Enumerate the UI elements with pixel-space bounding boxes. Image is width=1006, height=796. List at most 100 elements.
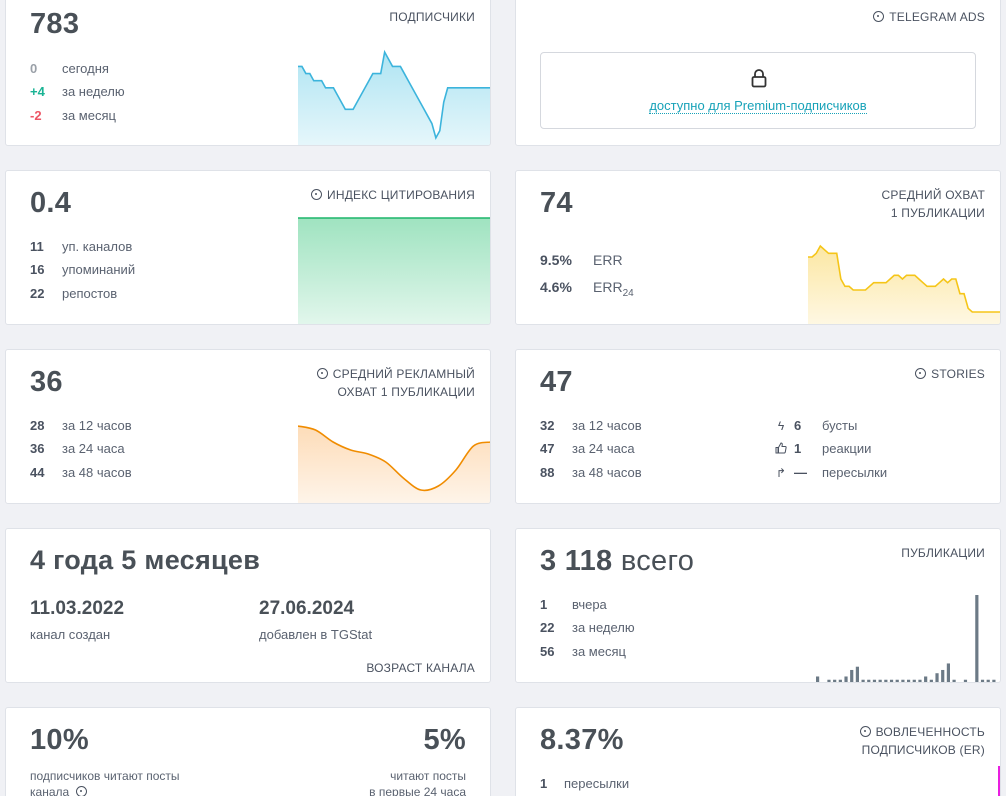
read-share-card: 10% подписчиков читают посты канала 5% ч… [5,707,491,796]
engagement-card[interactable]: 8.37% ВОВЛЕЧЕННОСТЬ ПОДПИСЧИКОВ (ER) 1 пе… [515,707,1001,796]
publications-bar [907,679,911,682]
telegram-ads-card: TELEGRAM ADS доступно для Premium-подпис… [515,0,1001,146]
stat-text: репостов [62,286,118,301]
publications-bar [970,682,973,683]
stories-label: STORIES [915,365,985,383]
stat-row-24h: 47 за 24 часа [540,440,635,458]
publications-bar [986,679,990,682]
stat-text: уп. каналов [62,239,133,254]
forward-arrow-icon: ↱ [775,466,787,480]
publications-chart[interactable] [816,589,998,683]
stat-text: за месяц [572,644,626,659]
stories-value: 47 [540,366,573,398]
help-icon[interactable] [915,368,927,379]
premium-box: доступно для Premium-подписчиков [540,52,976,129]
publications-bar [884,679,888,682]
help-icon[interactable] [311,189,323,200]
stat-num: 11 [30,239,44,254]
err-row: 9.5% ERR [540,251,623,269]
help-icon[interactable] [316,368,328,379]
stat-text: за неделю [572,620,635,635]
publications-bar [895,679,899,682]
help-icon[interactable] [873,11,885,22]
help-icon[interactable] [859,726,871,737]
avg-reach-label-line2: 1 ПУБЛИКАЦИИ [890,206,985,220]
stat-num: +4 [30,84,45,99]
err-value: 9.5% [540,252,572,268]
stat-text: за 48 часов [62,465,132,480]
publications-bar [924,676,928,682]
channel-age-value: 4 года 5 месяцев [30,545,261,575]
created-date: 11.03.2022 [30,598,125,619]
publications-bar [952,679,956,682]
stat-row-12h: 28 за 12 часов [30,417,132,435]
publications-bar [901,679,905,682]
avg_reach-series-line [808,244,1000,313]
publications-bar [946,663,950,682]
ad-reach-label-line1: СРЕДНИЙ РЕКЛАМНЫЙ [332,367,475,381]
publications-card[interactable]: 3 118 всего ПУБЛИКАЦИИ 1 вчера 22 за недел… [515,528,1001,683]
citation-chart[interactable] [298,217,491,325]
stat-text: за 12 часов [62,418,132,433]
publications-bar [827,679,831,682]
subscribers-chart[interactable] [298,43,491,146]
subscribers-card[interactable]: 783 ПОДПИСЧИКИ 0 сегодня +4 за неделю -2 за… [5,0,491,146]
thumbs-up-icon [774,440,788,458]
err24-row: 4.6% ERR24 [540,278,634,299]
stat-num: 22 [30,286,45,301]
stat-text: упоминаний [62,262,136,277]
err-label: ERR [593,252,623,268]
ad-reach-label-line2: ОХВАТ 1 ПУБЛИКАЦИИ [337,385,475,399]
publications-bar [816,676,820,682]
stat-row-month: -2 за месяц [30,107,116,125]
premium-link-text[interactable]: доступно для Premium-подписчиков [649,98,867,114]
help-icon[interactable] [75,786,87,796]
stat-row-reposts: 22 репостов [30,285,117,303]
publications-bar [912,679,916,682]
stat-row-week: +4 за неделю [30,83,125,101]
avg-reach-card[interactable]: 74 СРЕДНИЙ ОХВАТ 1 ПУБЛИКАЦИИ 9.5% ERR 4.… [515,170,1001,325]
read-share-left-label-2: канала [30,785,70,796]
citation-label: ИНДЕКС ЦИТИРОВАНИЯ [311,186,475,204]
publications-label: ПУБЛИКАЦИИ [901,546,985,560]
stat-text: сегодня [62,61,109,76]
citation-label-text: ИНДЕКС ЦИТИРОВАНИЯ [327,188,475,202]
citation-area-fill [298,218,490,324]
avg-reach-label-line1: СРЕДНИЙ ОХВАТ [881,188,985,202]
engagement-label-line1: ВОВЛЕЧЕННОСТЬ [875,725,985,739]
stat-row-yesterday: 1 вчера [540,596,607,614]
premium-link[interactable]: доступно для Premium-подписчиков [541,98,975,114]
read-share-left-label-1: подписчиков читают посты [30,769,180,783]
stat-text: за 24 часа [572,441,635,456]
subscribers-area-fill [298,52,490,145]
subscribers-label: ПОДПИСЧИКИ [389,10,475,24]
stat-num: 32 [540,418,555,433]
subscribers-total: 783 [30,8,80,40]
publications-bar [975,595,979,682]
stories-card[interactable]: 47 STORIES 32 за 12 часов 47 за 24 часа 88… [515,349,1001,504]
added-date: 27.06.2024 [259,598,355,619]
stat-num: 28 [30,418,45,433]
added-label: добавлен в TGStat [259,627,373,642]
citation-card[interactable]: 0.4 ИНДЕКС ЦИТИРОВАНИЯ 11 уп. каналов 16 у… [5,170,491,325]
stat-row-48h: 88 за 48 часов [540,464,642,482]
ad-reach-chart[interactable] [298,416,491,504]
ad-reach-card[interactable]: 36 СРЕДНИЙ РЕКЛАМНЫЙ ОХВАТ 1 ПУБЛИКАЦИИ … [5,349,491,504]
stat-text: реакции [822,441,872,456]
err24-value: 4.6% [540,279,572,295]
publications-bar [958,682,961,683]
channel-age-card: 4 года 5 месяцев 11.03.2022 канал создан… [5,528,491,683]
ad_reach-series-line [298,425,490,492]
telegram-ads-label-text: TELEGRAM ADS [889,10,985,24]
ad-reach-label: СРЕДНИЙ РЕКЛАМНЫЙ ОХВАТ 1 ПУБЛИКАЦИИ [316,365,475,401]
stat-num: -2 [30,108,42,123]
publications-bar [980,679,985,682]
engagement-chart-edge [998,766,1000,796]
ad-reach-value: 36 [30,366,63,398]
avg-reach-chart[interactable] [808,233,1001,325]
publications-bar [992,679,996,682]
read-share-right-label: читают посты в первые 24 часа [369,768,466,796]
engagement-label-line2: ПОДПИСЧИКОВ (ER) [861,743,985,757]
stat-text: за 12 часов [572,418,642,433]
publications-bar [941,669,945,682]
